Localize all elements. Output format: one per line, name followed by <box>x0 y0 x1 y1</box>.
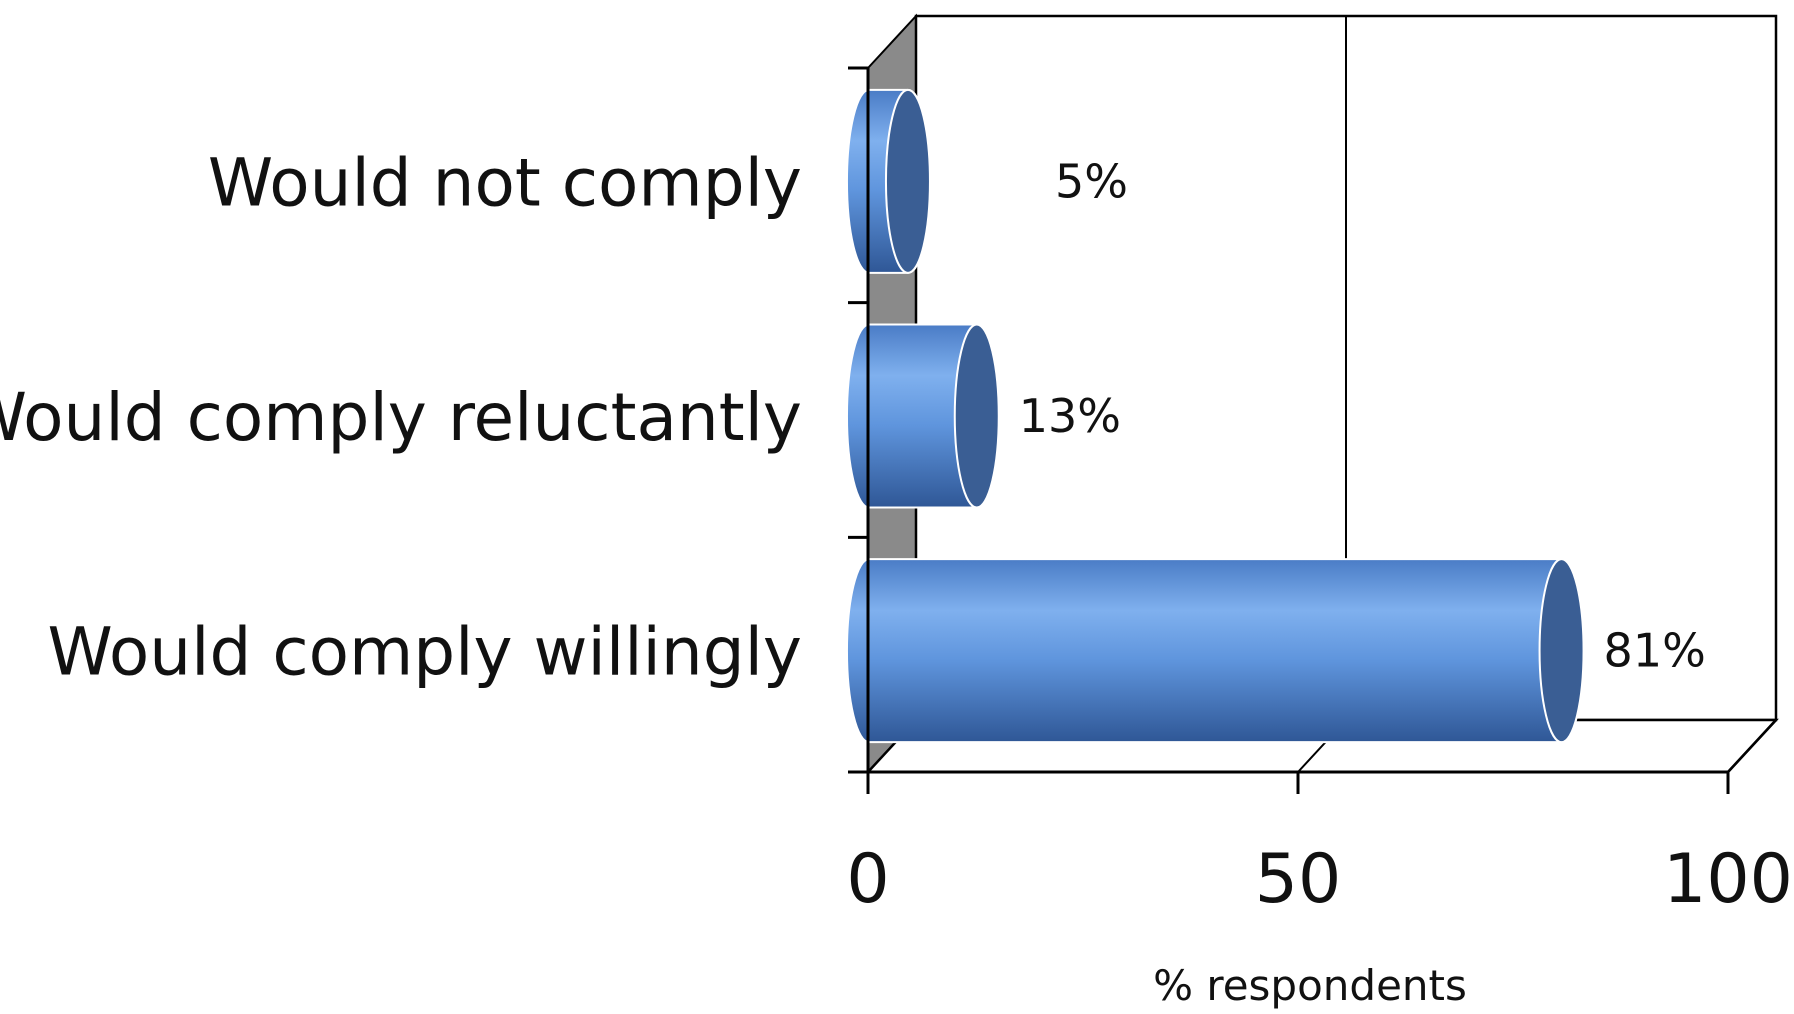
x-tick-label: 0 <box>846 840 889 919</box>
bar-body <box>845 558 1585 744</box>
axes <box>848 66 1730 794</box>
x-tick-label: 50 <box>1255 840 1342 919</box>
x-tick-label: 100 <box>1663 840 1793 919</box>
bar-cap <box>953 323 1000 509</box>
category-label: Would comply willingly <box>48 614 803 691</box>
bar-cap <box>1538 558 1585 744</box>
labels: 5% Would not comply 13% Would comply reluct… <box>0 144 1793 1010</box>
value-label: 81% <box>1604 624 1706 678</box>
x-axis-title: % respondents <box>1153 961 1467 1010</box>
category-label: Would not comply <box>208 144 802 221</box>
bar <box>845 558 1585 744</box>
bar <box>845 323 1000 509</box>
bar <box>846 88 931 274</box>
bar-cap <box>884 88 931 274</box>
floor-edge-right <box>1727 719 1777 773</box>
value-label: 5% <box>1055 154 1128 208</box>
value-label: 13% <box>1019 389 1121 443</box>
category-label: Would comply reluctantly <box>0 379 802 456</box>
